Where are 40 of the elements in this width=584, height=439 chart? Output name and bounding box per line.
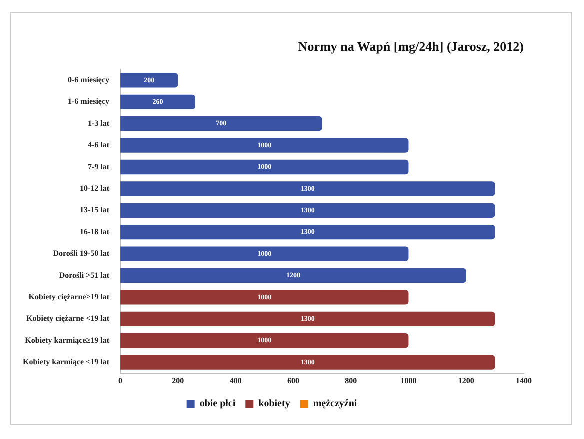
- bar: [120, 116, 322, 132]
- x-tick-label: 0: [118, 376, 123, 386]
- bar: [120, 268, 466, 284]
- x-tick-label: 1200: [458, 376, 474, 386]
- x-tick-label: 800: [345, 376, 358, 386]
- y-tick-label: Kobiety karmiące≥19 lat: [25, 336, 110, 345]
- y-tick-label: 1-3 lat: [88, 118, 110, 128]
- y-tick-label: 13-15 lat: [80, 206, 110, 215]
- x-tick-label: 1400: [516, 376, 532, 386]
- y-tick-label: Kobiety karmiące <19 lat: [22, 358, 110, 367]
- x-tick-label: 200: [172, 376, 184, 386]
- y-tick-label: 0-6 miesięcy: [68, 76, 110, 85]
- bar: [120, 225, 496, 240]
- y-tick-label: 7-9 lat: [88, 162, 110, 172]
- x-tick-label: 600: [287, 376, 300, 386]
- bar: [120, 355, 496, 370]
- bar: [120, 246, 409, 262]
- bar: [120, 312, 496, 326]
- y-tick-label: 4-6 lat: [88, 140, 110, 150]
- bar: [120, 94, 196, 110]
- y-tick-label: 10-12 lat: [80, 184, 110, 194]
- bar: [120, 138, 409, 153]
- bar: [120, 334, 409, 348]
- bar: [120, 73, 178, 88]
- y-tick-label: Dorośli 19-50 lat: [53, 249, 110, 258]
- bar: [120, 290, 409, 305]
- y-tick-label: Kobiety ciężarne≥19 lat: [28, 292, 110, 302]
- y-tick-label: Kobiety ciężarne <19 lat: [26, 314, 110, 324]
- x-tick-label: 1000: [400, 376, 417, 386]
- bar: [120, 182, 496, 196]
- y-tick-label: 16-18 lat: [80, 227, 110, 236]
- x-tick-label: 400: [230, 376, 242, 386]
- bar: [120, 160, 409, 175]
- y-tick-label: Dorośli >51 lat: [59, 270, 110, 280]
- y-tick-label: 1-6 miesięcy: [68, 97, 110, 106]
- chart-title: Normy na Wapń [mg/24h] (Jarosz, 2012): [298, 39, 524, 54]
- legend-label: mężczyźni: [313, 398, 358, 410]
- legend-label: obie płci: [200, 398, 236, 410]
- legend-label: kobiety: [258, 398, 290, 410]
- bar: [120, 203, 496, 218]
